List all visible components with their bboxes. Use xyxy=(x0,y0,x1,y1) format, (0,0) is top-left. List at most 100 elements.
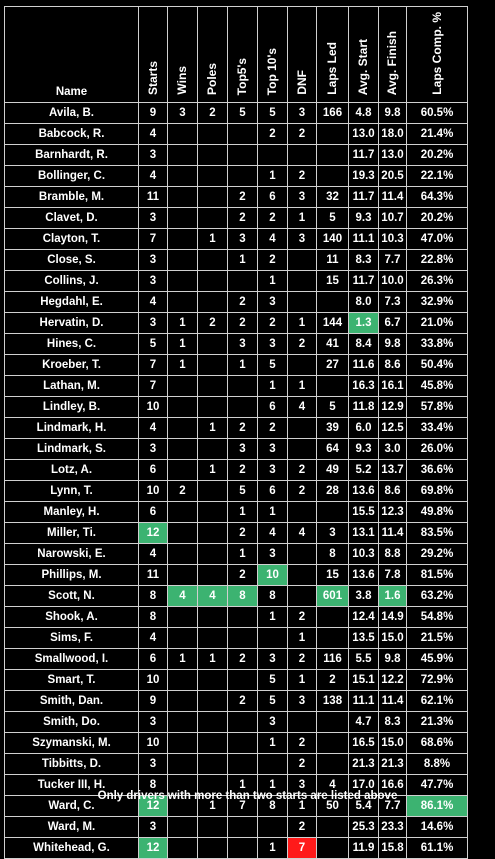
cell-name: Tibbitts, D. xyxy=(4,753,139,775)
table-row: Lindley, B. 10 6 4 5 11.8 12.9 57.8% xyxy=(4,396,468,418)
cell-avg-finish: 21.3 xyxy=(378,753,407,775)
cell-avg-start: 11.6 xyxy=(348,354,379,376)
cell-top5s: 3 xyxy=(227,333,258,355)
cell-laps-led: 49 xyxy=(316,459,349,481)
cell-poles xyxy=(197,396,228,418)
cell-top5s xyxy=(227,375,258,397)
cell-laps-led xyxy=(316,837,349,859)
cell-poles: 4 xyxy=(197,585,228,607)
cell-laps-comp: 83.5% xyxy=(406,522,468,544)
cell-poles xyxy=(197,501,228,523)
cell-name: Sims, F. xyxy=(4,627,139,649)
cell-laps-comp: 50.4% xyxy=(406,354,468,376)
cell-avg-finish: 9.8 xyxy=(378,102,407,124)
cell-top5s xyxy=(227,165,258,187)
cell-laps-comp: 69.8% xyxy=(406,480,468,502)
cell-laps-led: 28 xyxy=(316,480,349,502)
cell-dnf: 2 xyxy=(287,459,317,481)
cell-laps-led xyxy=(316,144,349,166)
cell-avg-start: 11.7 xyxy=(348,270,379,292)
cell-dnf: 1 xyxy=(287,627,317,649)
cell-top5s xyxy=(227,669,258,691)
cell-dnf: 1 xyxy=(287,312,317,334)
cell-laps-comp: 81.5% xyxy=(406,564,468,586)
cell-name: Bollinger, C. xyxy=(4,165,139,187)
cell-starts: 3 xyxy=(138,144,168,166)
cell-top10s: 3 xyxy=(257,543,288,565)
cell-wins xyxy=(167,564,198,586)
cell-avg-start: 8.0 xyxy=(348,291,379,313)
cell-starts: 4 xyxy=(138,291,168,313)
cell-laps-comp: 22.8% xyxy=(406,249,468,271)
table-row: Whitehead, G. 12 1 7 11.9 15.8 61.1% xyxy=(4,837,468,859)
cell-laps-led xyxy=(316,627,349,649)
cell-top5s: 2 xyxy=(227,291,258,313)
cell-top10s xyxy=(257,627,288,649)
cell-starts: 7 xyxy=(138,354,168,376)
cell-dnf: 2 xyxy=(287,753,317,775)
cell-poles xyxy=(197,732,228,754)
cell-starts: 5 xyxy=(138,333,168,355)
cell-wins xyxy=(167,627,198,649)
cell-poles xyxy=(197,522,228,544)
cell-wins xyxy=(167,249,198,271)
cell-laps-comp: 21.3% xyxy=(406,711,468,733)
cell-laps-led: 116 xyxy=(316,648,349,670)
cell-avg-finish: 8.8 xyxy=(378,543,407,565)
cell-poles xyxy=(197,123,228,145)
cell-laps-comp: 36.6% xyxy=(406,459,468,481)
cell-avg-finish: 11.4 xyxy=(378,186,407,208)
cell-avg-start: 13.5 xyxy=(348,627,379,649)
cell-top5s: 2 xyxy=(227,564,258,586)
table-row: Miller, Ti. 12 2 4 4 3 13.1 11.4 83.5% xyxy=(4,522,468,544)
cell-avg-start: 10.3 xyxy=(348,543,379,565)
cell-avg-finish: 12.9 xyxy=(378,396,407,418)
cell-laps-led xyxy=(316,165,349,187)
cell-laps-led xyxy=(316,123,349,145)
cell-laps-comp: 61.1% xyxy=(406,837,468,859)
cell-laps-comp: 22.1% xyxy=(406,165,468,187)
cell-top10s: 1 xyxy=(257,375,288,397)
cell-laps-led: 138 xyxy=(316,690,349,712)
cell-avg-start: 5.5 xyxy=(348,648,379,670)
cell-dnf xyxy=(287,543,317,565)
cell-wins xyxy=(167,186,198,208)
cell-top5s: 2 xyxy=(227,459,258,481)
cell-wins: 1 xyxy=(167,648,198,670)
cell-avg-finish: 15.0 xyxy=(378,627,407,649)
cell-starts: 7 xyxy=(138,375,168,397)
cell-starts: 3 xyxy=(138,816,168,838)
cell-name: Shook, A. xyxy=(4,606,139,628)
cell-poles xyxy=(197,291,228,313)
cell-avg-start: 11.7 xyxy=(348,186,379,208)
cell-avg-start: 4.8 xyxy=(348,102,379,124)
cell-top10s: 3 xyxy=(257,438,288,460)
cell-laps-led xyxy=(316,606,349,628)
cell-avg-finish: 16.1 xyxy=(378,375,407,397)
cell-dnf: 1 xyxy=(287,669,317,691)
cell-laps-comp: 26.3% xyxy=(406,270,468,292)
cell-wins xyxy=(167,837,198,859)
cell-poles xyxy=(197,249,228,271)
cell-top10s: 5 xyxy=(257,690,288,712)
table-row: Smith, Dan. 9 2 5 3 138 11.1 11.4 62.1% xyxy=(4,690,468,712)
cell-laps-comp: 32.9% xyxy=(406,291,468,313)
header-laps-led: Laps Led xyxy=(316,6,349,103)
table-row: Lynn, T. 10 2 5 6 2 28 13.6 8.6 69.8% xyxy=(4,480,468,502)
cell-top5s: 2 xyxy=(227,690,258,712)
cell-top10s: 2 xyxy=(257,123,288,145)
cell-avg-finish: 3.0 xyxy=(378,438,407,460)
cell-avg-start: 17.0 xyxy=(348,774,379,796)
cell-laps-led: 166 xyxy=(316,102,349,124)
table-row: Scott, N. 8 4 4 8 8 601 3.8 1.6 63.2% xyxy=(4,585,468,607)
cell-wins xyxy=(167,669,198,691)
cell-name: Collins, J. xyxy=(4,270,139,292)
cell-top10s: 1 xyxy=(257,501,288,523)
cell-poles xyxy=(197,627,228,649)
header-laps-comp: Laps Comp. % xyxy=(406,6,468,103)
cell-top5s: 2 xyxy=(227,186,258,208)
cell-laps-comp: 21.0% xyxy=(406,312,468,334)
table-row: Lotz, A. 6 1 2 3 2 49 5.2 13.7 36.6% xyxy=(4,459,468,481)
cell-laps-led: 5 xyxy=(316,207,349,229)
table-row: Babcock, R. 4 2 2 13.0 18.0 21.4% xyxy=(4,123,468,145)
